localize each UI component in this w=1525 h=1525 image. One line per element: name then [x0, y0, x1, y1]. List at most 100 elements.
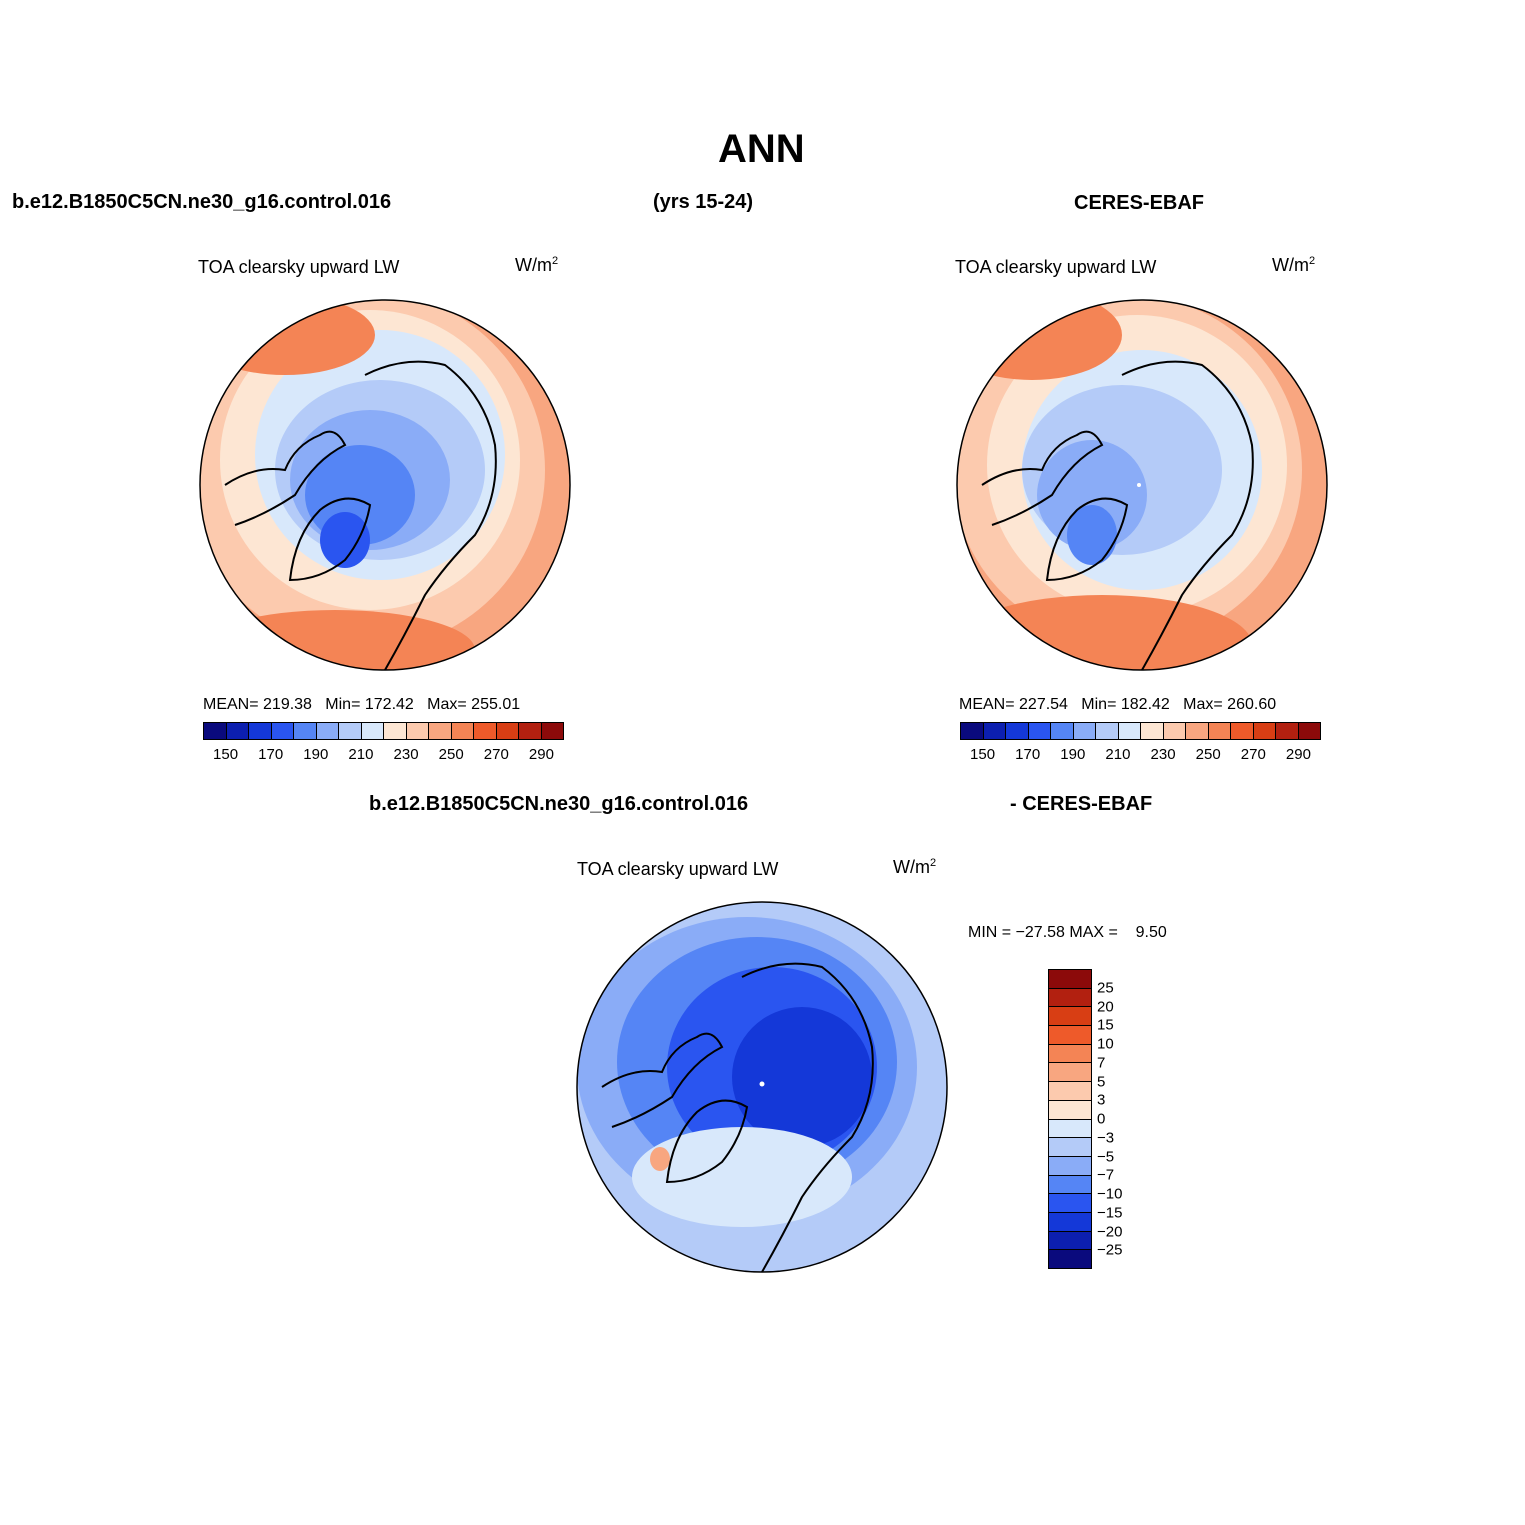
colorbar-tick-label: 210: [348, 746, 374, 763]
panel1-min: Min= 172.42: [325, 696, 414, 713]
panel1-north-warm: [200, 300, 375, 375]
diff-coastline-eurasia: [741, 962, 874, 1272]
figure-title: ANN: [718, 127, 805, 171]
years-label: (yrs 15-24): [653, 191, 754, 213]
diff-colorbar: [1048, 969, 1092, 1269]
colorbar-swatch: [406, 723, 429, 739]
colorbar-tick-label: 290: [528, 746, 554, 763]
panel2-coastline-eurasia: [1121, 360, 1254, 670]
colorbar-swatch: [496, 723, 519, 739]
colorbar-tick-label: 150: [213, 746, 239, 763]
panel2-coastline-greenland: [1045, 497, 1129, 582]
diff-var-label: TOA clearsky upward LW: [577, 859, 779, 879]
panel1-var-label: TOA clearsky upward LW: [198, 257, 400, 277]
colorbar-swatch: [1208, 723, 1231, 739]
colorbar-swatch: [1006, 723, 1029, 739]
colorbar-swatch: [451, 723, 474, 739]
colorbar-tick-label: −5: [1097, 1148, 1115, 1165]
colorbar-tick-label: 0: [1097, 1110, 1106, 1128]
colorbar-swatch: [1049, 1175, 1091, 1195]
colorbar-swatch: [519, 723, 542, 739]
diff-map: [576, 901, 948, 1273]
colorbar-tick-label: −7: [1097, 1166, 1115, 1184]
panel1-stats: MEAN= 219.38 Min= 172.42 Max= 255.01: [203, 696, 520, 714]
colorbar-swatch: [1049, 1044, 1091, 1064]
diff-obs-name: - CERES-EBAF: [1010, 793, 1153, 815]
diff-coastline-greenland: [665, 1099, 749, 1184]
colorbar-swatch: [204, 723, 227, 739]
diff-warm-patch: [650, 1147, 670, 1171]
colorbar-swatch: [249, 723, 272, 739]
colorbar-swatch: [1118, 723, 1141, 739]
colorbar-swatch: [1276, 723, 1299, 739]
panel2-band-blue2: [1037, 440, 1147, 550]
diff-case-name: b.e12.B1850C5CN.ne30_g16.control.016: [369, 793, 749, 815]
colorbar-swatch: [1049, 1100, 1091, 1120]
colorbar-swatch: [1049, 1231, 1091, 1251]
colorbar-swatch: [1049, 1063, 1091, 1083]
colorbar-tick-label: −20: [1097, 1223, 1123, 1240]
panel2-max: Max= 260.60: [1183, 696, 1277, 713]
colorbar-swatch: [429, 723, 452, 739]
panel2-unit: W/m2: [1272, 255, 1316, 275]
colorbar-tick-label: 270: [1240, 746, 1266, 763]
colorbar-tick-label: 150: [970, 746, 996, 763]
colorbar-tick-label: 210: [1105, 746, 1131, 763]
diff-unit: W/m2: [893, 857, 937, 877]
panel2-min: Min= 182.42: [1081, 696, 1170, 713]
colorbar-tick-label: 170: [258, 746, 284, 763]
panel1-colorbar-labels: 150 170 190 210 230 250 270 290: [203, 746, 564, 766]
colorbar-tick-label: 250: [438, 746, 464, 763]
colorbar-tick-label: 3: [1097, 1091, 1106, 1109]
colorbar-swatch: [316, 723, 339, 739]
colorbar-swatch: [384, 723, 407, 739]
diff-pole-dot: [759, 1081, 765, 1087]
panel1-mean: MEAN= 219.38: [203, 696, 312, 713]
colorbar-swatch: [339, 723, 362, 739]
panel1-map: [199, 299, 571, 671]
colorbar-tick-label: −25: [1097, 1241, 1123, 1259]
colorbar-swatch: [1028, 723, 1051, 739]
case-name: b.e12.B1850C5CN.ne30_g16.control.016: [12, 191, 392, 213]
panel1-unit: W/m2: [515, 255, 559, 275]
colorbar-swatch: [961, 723, 984, 739]
colorbar-tick-label: 230: [1150, 746, 1176, 763]
colorbar-swatch: [1049, 1082, 1091, 1101]
colorbar-swatch: [271, 723, 294, 739]
panel1-coastline-eurasia: [364, 360, 497, 670]
panel1-band-blue4: [320, 512, 370, 568]
panel2-south-warm: [957, 595, 1252, 670]
obs-name: CERES-EBAF: [1074, 192, 1205, 214]
colorbar-tick-label: 250: [1195, 746, 1221, 763]
panel2-coastline-america: [981, 430, 1104, 526]
colorbar-tick-label: 10: [1097, 1035, 1114, 1053]
panel2-stats: MEAN= 227.54 Min= 182.42 Max= 260.60: [959, 696, 1276, 714]
panel1-max: Max= 255.01: [427, 696, 521, 713]
colorbar-swatch: [1049, 1156, 1091, 1176]
diff-minmax: MIN = −27.58 MAX = 9.50: [968, 924, 1167, 941]
colorbar-swatch: [1049, 1026, 1091, 1045]
colorbar-swatch: [1186, 723, 1209, 739]
panel2-pole-dot: [1137, 483, 1141, 487]
colorbar-tick-label: 20: [1097, 998, 1114, 1015]
diff-light-patch: [632, 1127, 852, 1227]
panel2-band-blue3: [1067, 505, 1117, 565]
colorbar-swatch: [1049, 1250, 1091, 1268]
colorbar-swatch: [541, 723, 563, 739]
colorbar-tick-label: −15: [1097, 1204, 1123, 1222]
colorbar-swatch: [1049, 1119, 1091, 1139]
colorbar-swatch: [1049, 1212, 1091, 1232]
panel1-coastline-greenland: [288, 497, 372, 582]
colorbar-tick-label: 270: [483, 746, 509, 763]
diff-band-core: [732, 1007, 872, 1147]
colorbar-swatch: [1073, 723, 1096, 739]
panel2-var-label: TOA clearsky upward LW: [955, 257, 1157, 277]
colorbar-tick-label: 5: [1097, 1073, 1106, 1090]
colorbar-tick-label: 290: [1285, 746, 1311, 763]
colorbar-swatch: [1253, 723, 1276, 739]
colorbar-swatch: [1049, 970, 1091, 989]
colorbar-swatch: [1298, 723, 1320, 739]
colorbar-swatch: [1049, 1138, 1091, 1157]
colorbar-swatch: [226, 723, 249, 739]
colorbar-swatch: [1141, 723, 1164, 739]
